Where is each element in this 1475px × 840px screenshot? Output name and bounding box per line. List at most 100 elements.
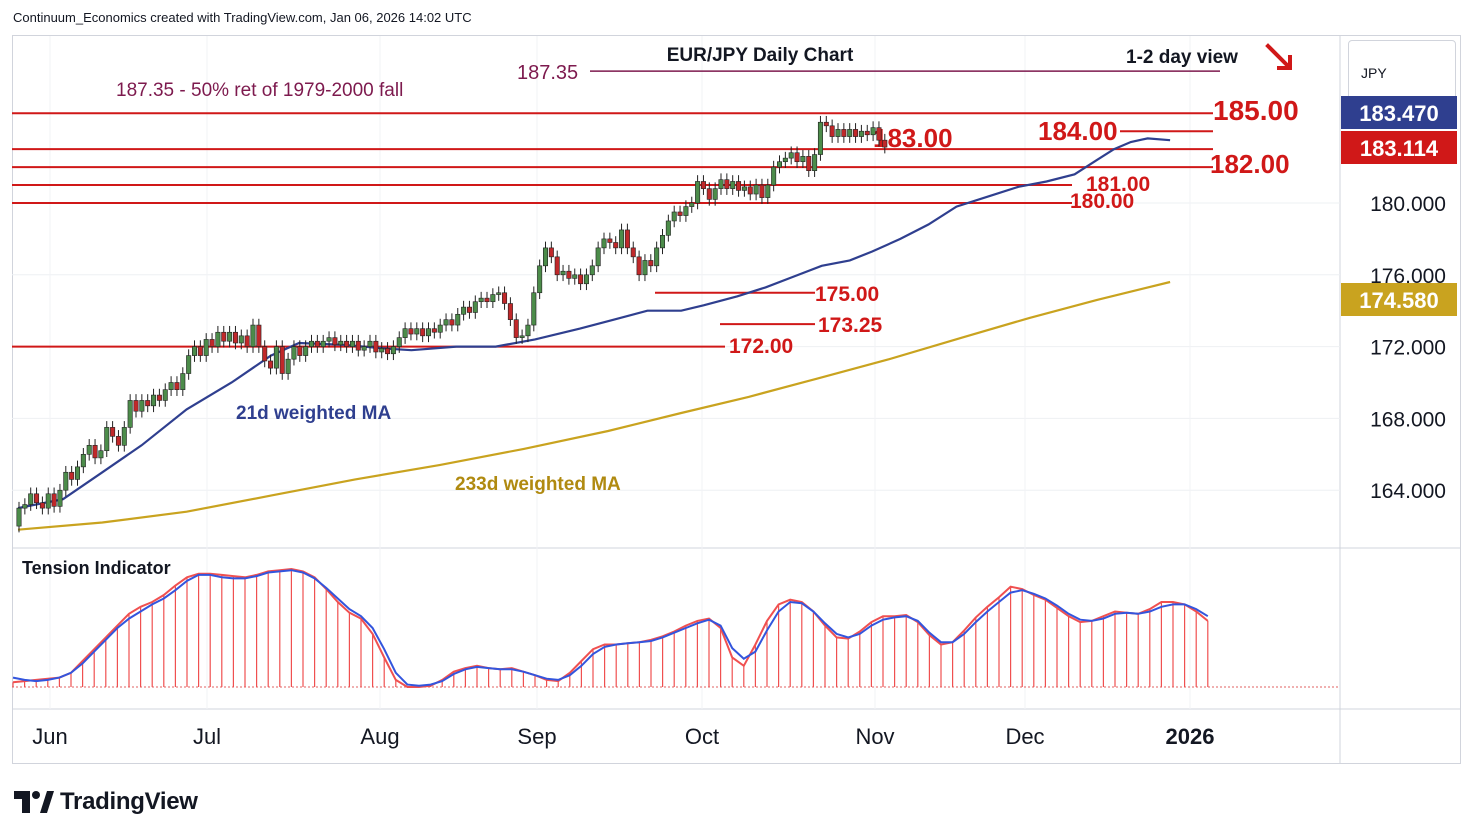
candle-down <box>92 445 98 459</box>
candle-up <box>361 346 367 351</box>
candle-down <box>624 229 630 249</box>
candle-down <box>232 331 238 344</box>
candle-up <box>379 348 385 353</box>
candle-up <box>519 335 525 338</box>
y-tick-label: 172.000 <box>1370 337 1446 360</box>
candle-up <box>414 328 420 335</box>
candle-down <box>156 394 162 401</box>
candle-up <box>800 156 806 163</box>
price-box-value: 183.470 <box>1359 101 1439 126</box>
unit-label: JPY <box>1361 65 1387 81</box>
candle-up <box>75 466 81 480</box>
candle-up <box>776 161 782 168</box>
candle-up <box>718 179 724 189</box>
candle-down <box>449 319 455 326</box>
candle-down <box>344 340 350 347</box>
candle-down <box>853 129 859 137</box>
candle-down <box>548 247 554 258</box>
candle-down <box>841 129 847 137</box>
level-label-185.00: 185.00 <box>1213 95 1299 126</box>
candle-up <box>390 346 396 355</box>
price-box-21d-weighted-MA <box>1341 96 1457 129</box>
candle-up <box>665 220 671 236</box>
candle-up <box>396 337 402 347</box>
x-tick-label: Jun <box>32 724 67 749</box>
price-box-233d-weighted-MA <box>1341 283 1457 316</box>
candle-down <box>408 328 414 335</box>
candle-up <box>683 206 689 216</box>
candle-up <box>478 297 484 303</box>
candle-up <box>98 450 104 459</box>
candle-down <box>794 152 800 163</box>
retracement-note: 187.35 - 50% ret of 1979-2000 fall <box>116 80 403 101</box>
candle-up <box>162 389 168 401</box>
candle-up <box>537 265 543 294</box>
level-label-181.00: 181.00 <box>1086 173 1150 196</box>
candle-up <box>619 229 625 249</box>
candle-down <box>607 238 613 243</box>
candle-down <box>373 340 379 353</box>
chart-title: EUR/JPY Daily Chart <box>667 45 854 66</box>
down-right-arrow-icon <box>1265 43 1292 70</box>
candle-up <box>215 331 221 347</box>
candle-up <box>186 355 192 374</box>
candle-up <box>303 346 309 356</box>
candle-down <box>636 256 642 276</box>
candle-down <box>110 427 116 437</box>
y-tick-label: 168.000 <box>1370 408 1446 431</box>
candle-up <box>139 400 145 412</box>
candle-up <box>121 427 127 446</box>
candle-down <box>51 493 57 507</box>
candle-up <box>45 493 51 509</box>
candle-up <box>28 493 34 505</box>
candle-up <box>858 130 864 137</box>
candle-up <box>180 373 186 390</box>
candle-down <box>355 340 361 351</box>
candle-down <box>39 502 45 509</box>
level-label-175.00: 175.00 <box>815 283 879 306</box>
x-tick-label: Sep <box>517 724 556 749</box>
candle-up <box>227 331 233 342</box>
candle-down <box>332 337 338 346</box>
candle-up <box>788 152 794 159</box>
candle-down <box>174 382 180 390</box>
candle-down <box>466 306 472 313</box>
candle-up <box>273 346 279 369</box>
candle-up <box>572 274 578 279</box>
candle-down <box>613 242 619 249</box>
candle-up <box>461 306 467 315</box>
candle-up <box>601 238 607 249</box>
candle-down <box>385 348 391 355</box>
candle-down <box>700 181 706 189</box>
candle-down <box>34 493 40 504</box>
tradingview-logo[interactable]: TradingView <box>14 788 198 816</box>
chart-attribution: Continuum_Economics created with Trading… <box>13 10 472 25</box>
candle-up <box>338 340 344 346</box>
level-label-183.00: 183.00 <box>873 123 953 153</box>
candle-up <box>308 340 314 347</box>
candle-down <box>829 125 835 137</box>
chart-frame <box>12 35 1461 764</box>
candle-up <box>812 154 818 171</box>
candle-down <box>69 471 75 480</box>
level-label-173.25: 173.25 <box>818 314 883 337</box>
candle-down <box>502 292 508 304</box>
candle-up <box>168 382 174 390</box>
candle-down <box>706 188 712 200</box>
candle-up <box>80 453 86 468</box>
x-tick-label: Nov <box>855 724 894 749</box>
candle-up <box>250 324 256 347</box>
tension-line <box>12 567 1209 688</box>
candle-up <box>443 319 449 326</box>
candle-up <box>57 489 63 507</box>
candle-down <box>431 328 437 333</box>
level-label-184.00: 184.00 <box>1038 116 1118 146</box>
candle-up <box>104 427 110 452</box>
candle-up <box>542 247 548 267</box>
candle-up <box>285 358 291 374</box>
candle-up <box>695 181 701 204</box>
candle-up <box>753 184 759 195</box>
y-tick-label: 164.000 <box>1370 480 1446 503</box>
candle-down <box>513 319 519 338</box>
